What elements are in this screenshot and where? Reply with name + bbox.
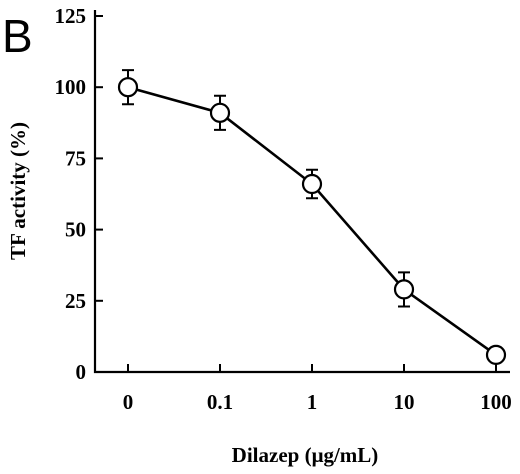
x-axis-title: Dilazep (μg/mL) (232, 443, 379, 467)
data-point (117, 77, 139, 98)
x-tick-label: 0 (123, 390, 134, 414)
y-tick-label: 125 (55, 4, 87, 28)
y-tick-label: 0 (76, 360, 87, 384)
panel-letter: B (2, 10, 33, 62)
series-line (127, 85, 497, 356)
y-tick-label: 25 (65, 289, 86, 313)
x-axis: 0 0.1 1 10 100 (123, 364, 512, 414)
plot-frame (93, 10, 510, 374)
y-axis-title: TF activity (%) (6, 122, 30, 260)
data-point (209, 102, 231, 123)
x-tick-label: 0.1 (207, 390, 233, 414)
series-group (117, 69, 507, 366)
x-tick-label: 1 (307, 390, 318, 414)
y-tick-label: 100 (55, 75, 87, 99)
y-tick-label: 50 (65, 218, 86, 242)
x-tick-label: 100 (480, 390, 512, 414)
data-point (485, 344, 507, 366)
data-point (301, 173, 323, 195)
y-axis: 0 25 50 75 100 125 (55, 4, 103, 384)
x-tick-label: 10 (394, 390, 415, 414)
data-point (393, 279, 415, 300)
y-tick-label: 75 (65, 146, 86, 170)
